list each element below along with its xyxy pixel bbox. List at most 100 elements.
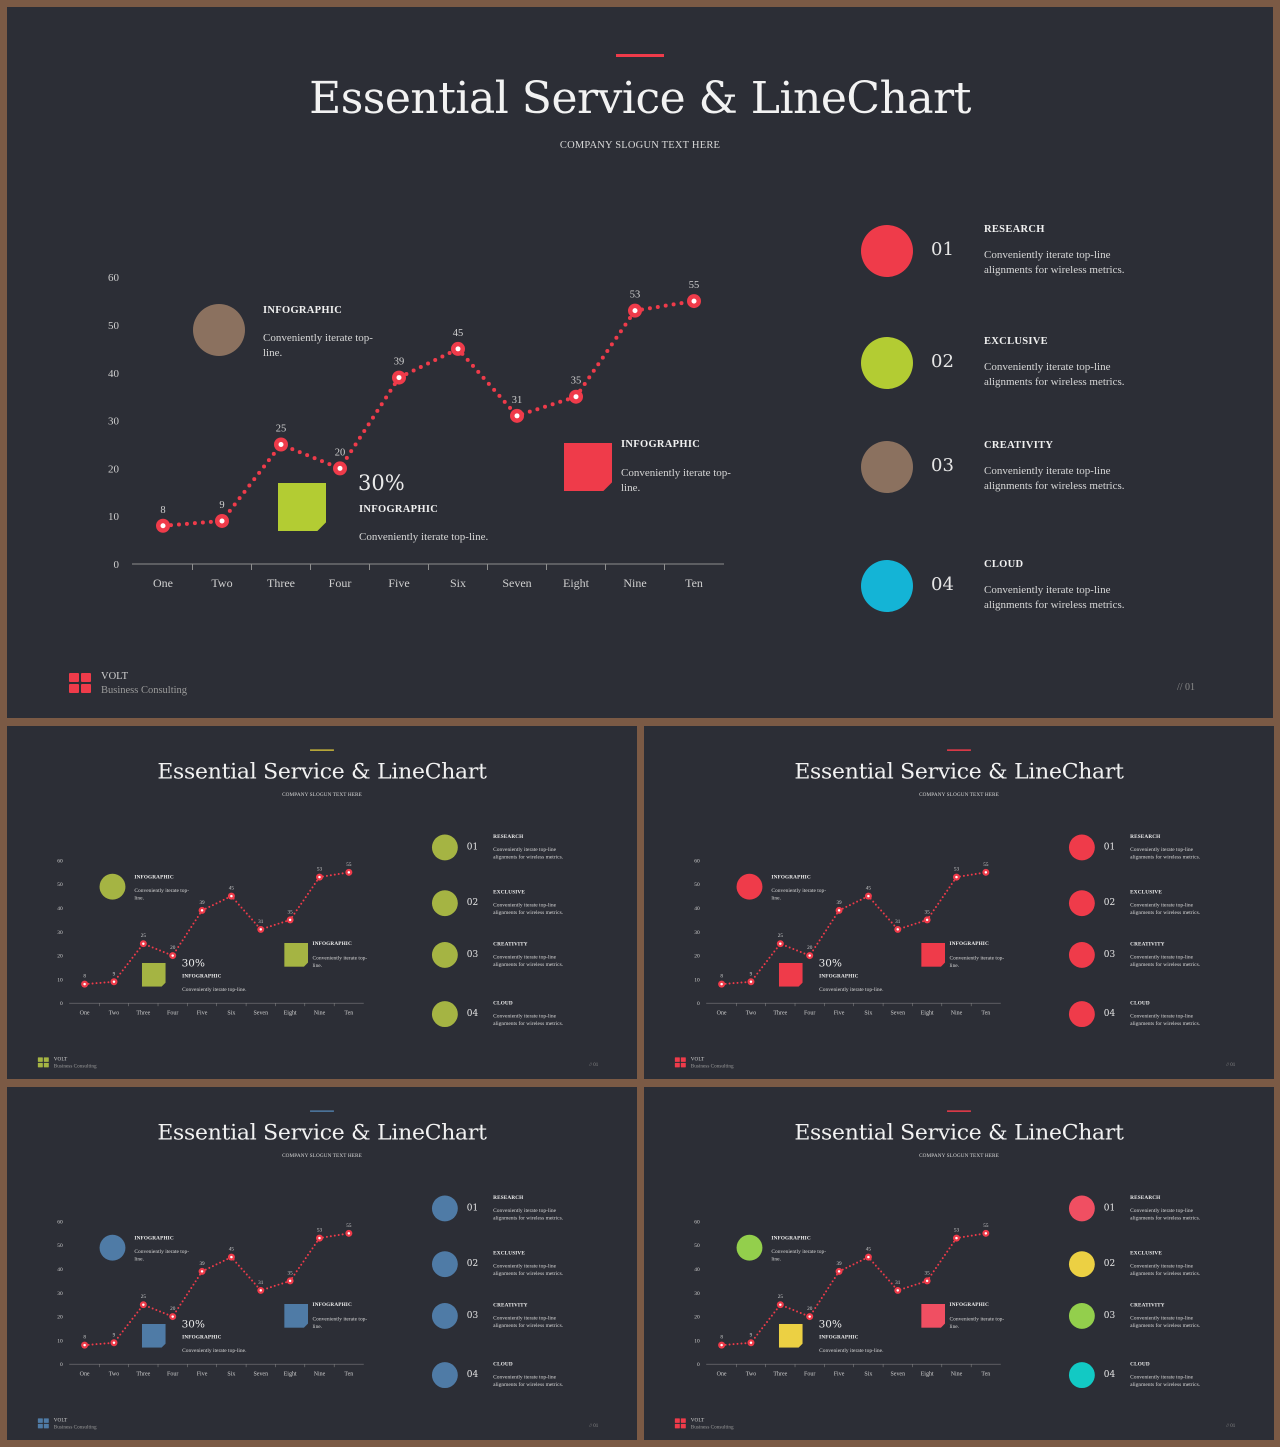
feature-marker: [1068, 1195, 1095, 1222]
data-label: 31: [895, 1280, 901, 1286]
feature-text: Conveniently iterate top-line alignments…: [493, 846, 564, 860]
data-label: 25: [141, 1294, 147, 1300]
x-tick-label: Seven: [890, 1011, 905, 1017]
data-label: 45: [866, 1247, 872, 1253]
feature-number: 03: [1103, 1309, 1116, 1321]
data-point-center: [925, 1279, 929, 1283]
x-tick-label: Ten: [344, 1372, 353, 1378]
data-point-center: [112, 1341, 116, 1345]
note-square-left-text: Conveniently iterate top-line.: [819, 986, 884, 993]
slide-subtitle: COMPANY SLOGUN TEXT HERE: [559, 140, 721, 151]
feature-marker: [861, 337, 913, 389]
feature-text: Conveniently iterate top-line alignments…: [493, 1263, 564, 1277]
x-tick-label: Five: [834, 1372, 845, 1378]
feature-title: CLOUD: [1130, 1361, 1150, 1368]
x-tick-label: One: [153, 576, 173, 590]
feature-title: CREATIVITY: [493, 941, 528, 947]
data-point-center: [347, 871, 351, 874]
y-tick-label: 10: [694, 1338, 700, 1344]
note-square-right-marker: [921, 942, 946, 967]
data-point-center: [867, 1255, 870, 1259]
note-circle-title: INFOGRAPHIC: [134, 1235, 174, 1241]
feature-title: CREATIVITY: [984, 440, 1054, 451]
feature-item-research: 01 RESEARCH Conveniently iterate top-lin…: [861, 224, 1261, 294]
feature-text: Conveniently iterate top-line alignments…: [493, 1013, 564, 1027]
data-labels: 8 9 25 20 39 45 31 35 53 55: [160, 280, 699, 516]
feature-item-creativity: 03 CREATIVITY Conveniently iterate top-l…: [431, 941, 631, 976]
brand-name: VOLT: [690, 1417, 705, 1423]
note-circle-title: INFOGRAPHIC: [771, 1235, 811, 1241]
data-point-center: [896, 928, 900, 931]
data-point-center: [318, 1236, 321, 1240]
feature-title: CLOUD: [1130, 1000, 1150, 1007]
data-point-center: [779, 942, 782, 945]
y-tick-label: 10: [57, 977, 63, 983]
feature-item-creativity: 03 CREATIVITY Conveniently iterate top-l…: [431, 1302, 631, 1337]
series-line: [83, 871, 350, 986]
slide-main[interactable]: Essential Service & LineChart COMPANY SL…: [7, 7, 1273, 718]
x-tick-label: Seven: [253, 1372, 268, 1378]
note-square-right-title: INFOGRAPHIC: [312, 940, 352, 947]
data-point-center: [955, 1236, 958, 1240]
x-tick-label: Three: [773, 1372, 787, 1378]
feature-number: 01: [1103, 1202, 1116, 1213]
brand-block: VOLT Business Consulting: [691, 1417, 734, 1431]
data-label: 45: [453, 328, 464, 339]
slide-subtitle: COMPANY SLOGUN TEXT HERE: [919, 792, 999, 798]
note-circle-title: INFOGRAPHIC: [771, 874, 811, 880]
feature-marker: [861, 225, 913, 277]
note-square-left-title: INFOGRAPHIC: [182, 1334, 222, 1340]
y-tick-label: 60: [108, 272, 120, 284]
slide-thumbnail-3[interactable]: Essential Service & LineChart COMPANY SL…: [7, 1087, 637, 1440]
feature-item-cloud: 04 CLOUD Conveniently iterate top-line a…: [1068, 1000, 1268, 1036]
series-line: [161, 299, 696, 528]
data-points: [718, 868, 990, 988]
feature-title: CREATIVITY: [493, 1302, 528, 1308]
x-tick-label: Three: [136, 1011, 150, 1017]
x-tick-label: Nine: [951, 1372, 963, 1378]
x-tick-label: One: [80, 1372, 90, 1378]
y-axis-labels: 0 10 20 30 40 50 60: [57, 858, 63, 1007]
data-label: 53: [630, 290, 641, 301]
x-axis-labels: One Two Three Four Five Six Seven Eight Nine Ten: [153, 576, 703, 590]
feature-marker: [431, 890, 458, 917]
note-square-right-title: INFOGRAPHIC: [949, 1301, 989, 1308]
note-square-left-text: Conveniently iterate top-line.: [359, 531, 489, 543]
feature-text: Conveniently iterate top-line alignments…: [1130, 902, 1201, 916]
x-tick-label: Four: [804, 1372, 815, 1378]
brand-tagline: Business Consulting: [101, 685, 188, 696]
x-tick-label: Five: [388, 576, 409, 590]
data-point-center: [514, 413, 520, 419]
note-square-right-title: INFOGRAPHIC: [949, 940, 989, 947]
data-label: 8: [160, 505, 165, 516]
data-point-center: [867, 894, 870, 898]
x-tick-label: Ten: [981, 1372, 990, 1378]
x-tick-label: Nine: [623, 576, 646, 590]
data-label: 55: [346, 862, 352, 868]
feature-text: Conveniently iterate top-line alignments…: [1130, 846, 1201, 860]
note-square-right-marker: [921, 1303, 946, 1328]
feature-text: Conveniently iterate top-line alignments…: [1130, 1207, 1201, 1221]
slide-thumbnail-1[interactable]: Essential Service & LineChart COMPANY SL…: [7, 726, 637, 1079]
x-axis-labels: One Two Three Four Five Six Seven Eight Nine Ten: [80, 1011, 354, 1017]
note-square-right-marker: [284, 1303, 309, 1328]
x-tick-label: Two: [109, 1372, 120, 1378]
note-square-right-marker: [564, 443, 612, 491]
feature-marker: [1068, 941, 1095, 968]
data-label: 20: [170, 1306, 176, 1312]
slide-thumbnail-2[interactable]: Essential Service & LineChart COMPANY SL…: [644, 726, 1274, 1079]
feature-number: 01: [931, 239, 954, 260]
feature-marker: [431, 834, 458, 861]
data-points: [81, 868, 353, 988]
brand-block: VOLT Business Consulting: [691, 1056, 734, 1070]
data-points: [81, 1229, 353, 1349]
x-tick-label: Five: [197, 1372, 208, 1378]
data-label: 25: [778, 933, 784, 939]
y-tick-label: 30: [57, 930, 63, 936]
volt-logo-icon: [674, 1418, 686, 1429]
data-point-center: [160, 523, 166, 529]
y-tick-label: 30: [694, 1291, 700, 1297]
feature-text: Conveniently iterate top-line alignments…: [1130, 1013, 1201, 1027]
y-tick-label: 20: [694, 954, 700, 960]
slide-thumbnail-4[interactable]: Essential Service & LineChart COMPANY SL…: [644, 1087, 1274, 1440]
